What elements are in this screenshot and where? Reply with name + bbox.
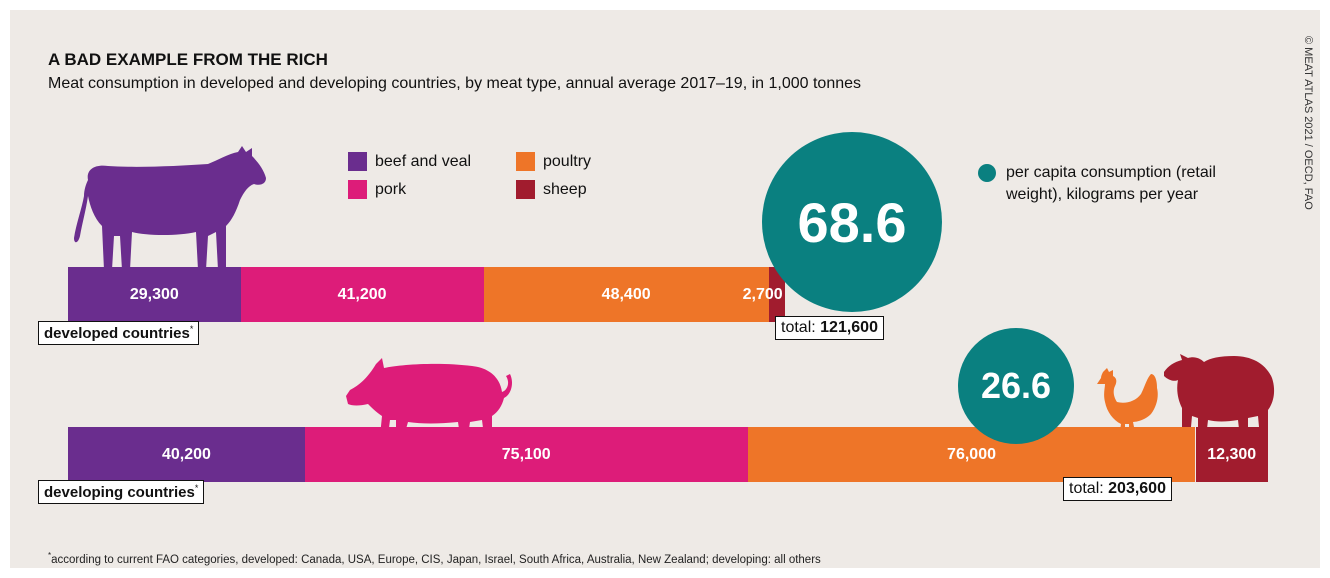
bar-value-label: 48,400 bbox=[601, 285, 651, 303]
bar-value-label: 75,100 bbox=[501, 445, 551, 463]
legend-swatch bbox=[348, 180, 367, 199]
pig-icon bbox=[346, 358, 512, 436]
per-capita-value-developing: 26.6 bbox=[980, 365, 1052, 406]
footnote-marker: * bbox=[194, 483, 199, 493]
bar-segment-poultry-developing: 76,000 bbox=[747, 427, 1196, 482]
bar-segment-beef-and-veal-developed: 29,300 bbox=[68, 267, 241, 322]
legend-label: sheep bbox=[543, 180, 587, 198]
footnote-marker: * bbox=[189, 324, 194, 334]
footnote: *according to current FAO categories, de… bbox=[48, 551, 821, 566]
total-box-developing: total: 203,600 bbox=[1063, 477, 1172, 501]
per-capita-dot-icon bbox=[978, 164, 996, 182]
legend-swatch bbox=[516, 152, 535, 171]
bar-value-label: 12,300 bbox=[1207, 445, 1257, 463]
total-value-developing: 203,600 bbox=[1108, 480, 1166, 497]
per-capita-legend: per capita consumption (retail weight), … bbox=[978, 162, 1236, 206]
bar-segment-sheep-developed: 2,700 bbox=[743, 267, 785, 322]
row-label-developing: developing countries* bbox=[38, 480, 205, 504]
per-capita-bubble-developing: 26.6 bbox=[958, 328, 1074, 444]
legend-item-beef-and-veal: beef and veal bbox=[348, 152, 471, 171]
legend-swatch bbox=[516, 180, 535, 199]
bar-segment-beef-and-veal-developing: 40,200 bbox=[68, 427, 305, 482]
legend-label: pork bbox=[375, 180, 407, 198]
bar-segment-sheep-developing: 12,300 bbox=[1195, 427, 1268, 482]
footnote-marker: * bbox=[48, 551, 52, 560]
bar-value-label: 41,200 bbox=[337, 285, 387, 303]
sheep-icon bbox=[1164, 354, 1275, 438]
legend-item-poultry: poultry bbox=[516, 152, 591, 171]
legend-label: beef and veal bbox=[375, 152, 472, 170]
bar-segment-pork-developing: 75,100 bbox=[304, 427, 748, 482]
cow-icon bbox=[74, 146, 266, 270]
legend-item-sheep: sheep bbox=[516, 180, 587, 199]
total-prefix: total: bbox=[1069, 480, 1104, 497]
legend-item-pork: pork bbox=[348, 180, 406, 199]
source-credit: © MEAT ATLAS 2021 / OECD, FAO bbox=[1302, 36, 1314, 210]
chicken-icon bbox=[1097, 368, 1158, 438]
legend-swatch bbox=[348, 152, 367, 171]
bar-segment-poultry-developed: 48,400 bbox=[483, 267, 769, 322]
per-capita-value-developed: 68.6 bbox=[797, 190, 907, 254]
bar-value-label: 2,700 bbox=[742, 285, 783, 303]
row-label-developed: developed countries* bbox=[38, 321, 200, 345]
total-prefix: total: bbox=[781, 319, 816, 336]
bar-value-label: 76,000 bbox=[947, 445, 996, 463]
bar-value-label: 40,200 bbox=[161, 445, 211, 463]
per-capita-bubble-developed: 68.6 bbox=[762, 132, 942, 312]
row-label-developing-text: developing countries bbox=[44, 484, 195, 501]
row-label-developed-text: developed countries bbox=[44, 325, 190, 342]
bar-segment-pork-developed: 41,200 bbox=[240, 267, 484, 322]
chart-title: A BAD EXAMPLE FROM THE RICH bbox=[48, 50, 328, 69]
footnote-text: according to current FAO categories, dev… bbox=[51, 553, 821, 566]
chart-canvas: A BAD EXAMPLE FROM THE RICH Meat consump… bbox=[10, 10, 1320, 568]
legend-label: poultry bbox=[543, 152, 592, 170]
total-box-developed: total: 121,600 bbox=[775, 316, 884, 340]
per-capita-legend-text: per capita consumption (retail weight), … bbox=[1006, 164, 1216, 203]
chart-subtitle: Meat consumption in developed and develo… bbox=[48, 75, 862, 92]
bar-value-label: 29,300 bbox=[129, 285, 179, 303]
total-value-developed: 121,600 bbox=[820, 319, 878, 336]
